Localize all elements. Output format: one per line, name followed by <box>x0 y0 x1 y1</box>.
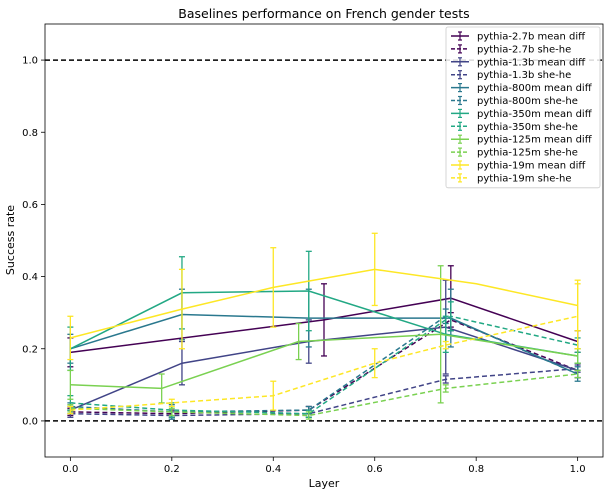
legend-label: pythia-350m she-he <box>477 122 578 133</box>
legend-label: pythia-125m she-he <box>477 148 578 159</box>
error-bar <box>442 340 449 350</box>
legend-entry: pythia-1.3b she-he <box>451 70 571 81</box>
error-bar <box>574 369 581 379</box>
y-axis-label: Success rate <box>4 205 17 275</box>
legend-label: pythia-19m she-he <box>477 173 571 184</box>
y-tick-label: 0.4 <box>22 272 38 283</box>
legend-label: pythia-19m mean diff <box>477 161 586 172</box>
legend-entry: pythia-2.7b mean diff <box>451 31 586 43</box>
legend-label: pythia-1.3b she-he <box>477 70 571 81</box>
chart-title: Baselines performance on French gender t… <box>178 6 469 21</box>
legend-box <box>445 26 601 189</box>
error-bar <box>168 407 175 417</box>
x-tick-label: 0.2 <box>164 464 180 475</box>
y-tick-label: 0.0 <box>22 416 38 427</box>
error-bar <box>371 348 378 379</box>
legend-entry: pythia-19m she-he <box>451 173 571 184</box>
y-tick-label: 0.6 <box>22 200 38 211</box>
error-bar <box>67 369 74 400</box>
error-bar <box>270 380 277 411</box>
y-tick-label: 0.2 <box>22 344 38 355</box>
legend-entry: pythia-1.3b mean diff <box>451 57 586 68</box>
series-line <box>70 373 578 417</box>
error-bar <box>305 411 312 420</box>
legend-entry: pythia-350m mean diff <box>451 108 593 120</box>
legend-entry: pythia-19m mean diff <box>451 160 586 172</box>
series-11 <box>67 283 581 415</box>
legend-label: pythia-125m mean diff <box>477 135 593 146</box>
error-bar <box>305 250 312 332</box>
series-line <box>70 268 578 339</box>
x-tick-label: 0.6 <box>367 464 383 475</box>
error-bar <box>442 384 449 393</box>
series-9 <box>67 369 581 420</box>
x-tick-label: 0.4 <box>265 464 281 475</box>
series-line <box>70 315 578 415</box>
error-bar <box>67 405 74 415</box>
y-tick-label: 0.8 <box>22 128 38 139</box>
legend-label: pythia-2.7b she-he <box>477 44 571 55</box>
series-0 <box>67 265 581 368</box>
error-bar <box>437 265 444 404</box>
series-layer <box>67 232 581 420</box>
error-bar <box>442 375 449 384</box>
y-tick-label: 1.0 <box>22 56 38 67</box>
legend-label: pythia-2.7b mean diff <box>477 32 586 43</box>
series-line <box>70 315 578 411</box>
legend-label: pythia-800m mean diff <box>477 83 593 94</box>
error-bar <box>67 315 74 361</box>
error-bar <box>371 232 378 307</box>
legend-entry: pythia-800m she-he <box>451 95 578 107</box>
x-axis-label: Layer <box>309 477 340 490</box>
x-tick-label: 0.0 <box>62 464 78 475</box>
error-bar <box>168 398 175 408</box>
error-bar <box>447 301 454 332</box>
error-bar <box>295 322 302 361</box>
x-tick-label: 1.0 <box>570 464 586 475</box>
series-line <box>70 297 578 354</box>
legend-label: pythia-1.3b mean diff <box>477 57 586 68</box>
y-axis-ticks: 0.0 0.2 0.4 0.6 0.8 1.0 <box>22 56 45 427</box>
legend-entry: pythia-800m mean diff <box>451 82 593 94</box>
series-line <box>70 367 578 417</box>
plot-area-frame <box>44 23 604 458</box>
error-bar <box>574 283 581 350</box>
legend-entry: pythia-125m she-he <box>451 147 578 159</box>
error-bar <box>270 247 277 328</box>
legend-label: pythia-800m she-he <box>477 96 578 107</box>
legend-label: pythia-350m mean diff <box>477 109 593 120</box>
error-bar <box>178 268 185 350</box>
legend-entry: pythia-2.7b she-he <box>451 44 571 55</box>
legend-entry: pythia-125m mean diff <box>451 134 593 146</box>
x-axis-ticks: 0.0 0.2 0.4 0.6 0.8 1.0 <box>62 457 586 475</box>
legend-entry: pythia-350m she-he <box>451 121 578 133</box>
x-tick-label: 0.8 <box>468 464 484 475</box>
